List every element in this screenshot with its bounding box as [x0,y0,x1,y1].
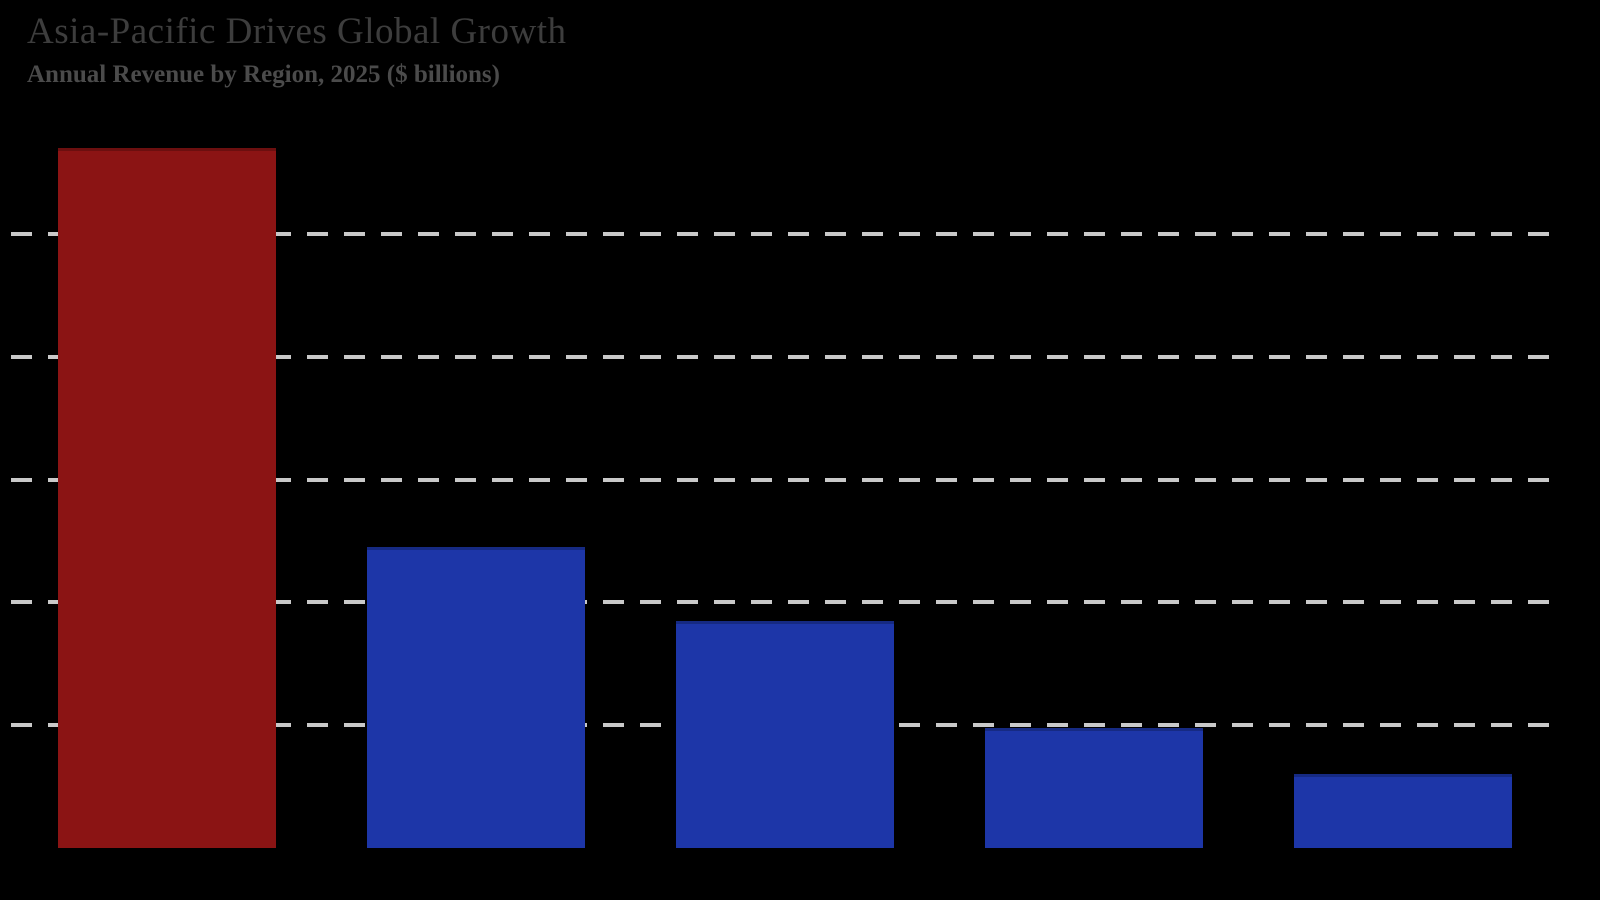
bar-4 [1294,774,1512,848]
chart-title: Asia-Pacific Drives Global Growth [27,11,567,52]
bar-1 [367,547,585,848]
bar-3 [985,728,1203,848]
gridline-100 [11,232,1555,236]
gridline-40 [11,600,1555,605]
gridline-80 [11,354,1555,359]
bar-2 [676,621,894,848]
gridline-60 [11,477,1555,482]
bar-highlighted [58,148,276,848]
chart-subtitle: Annual Revenue by Region, 2025 ($ billio… [27,61,500,88]
